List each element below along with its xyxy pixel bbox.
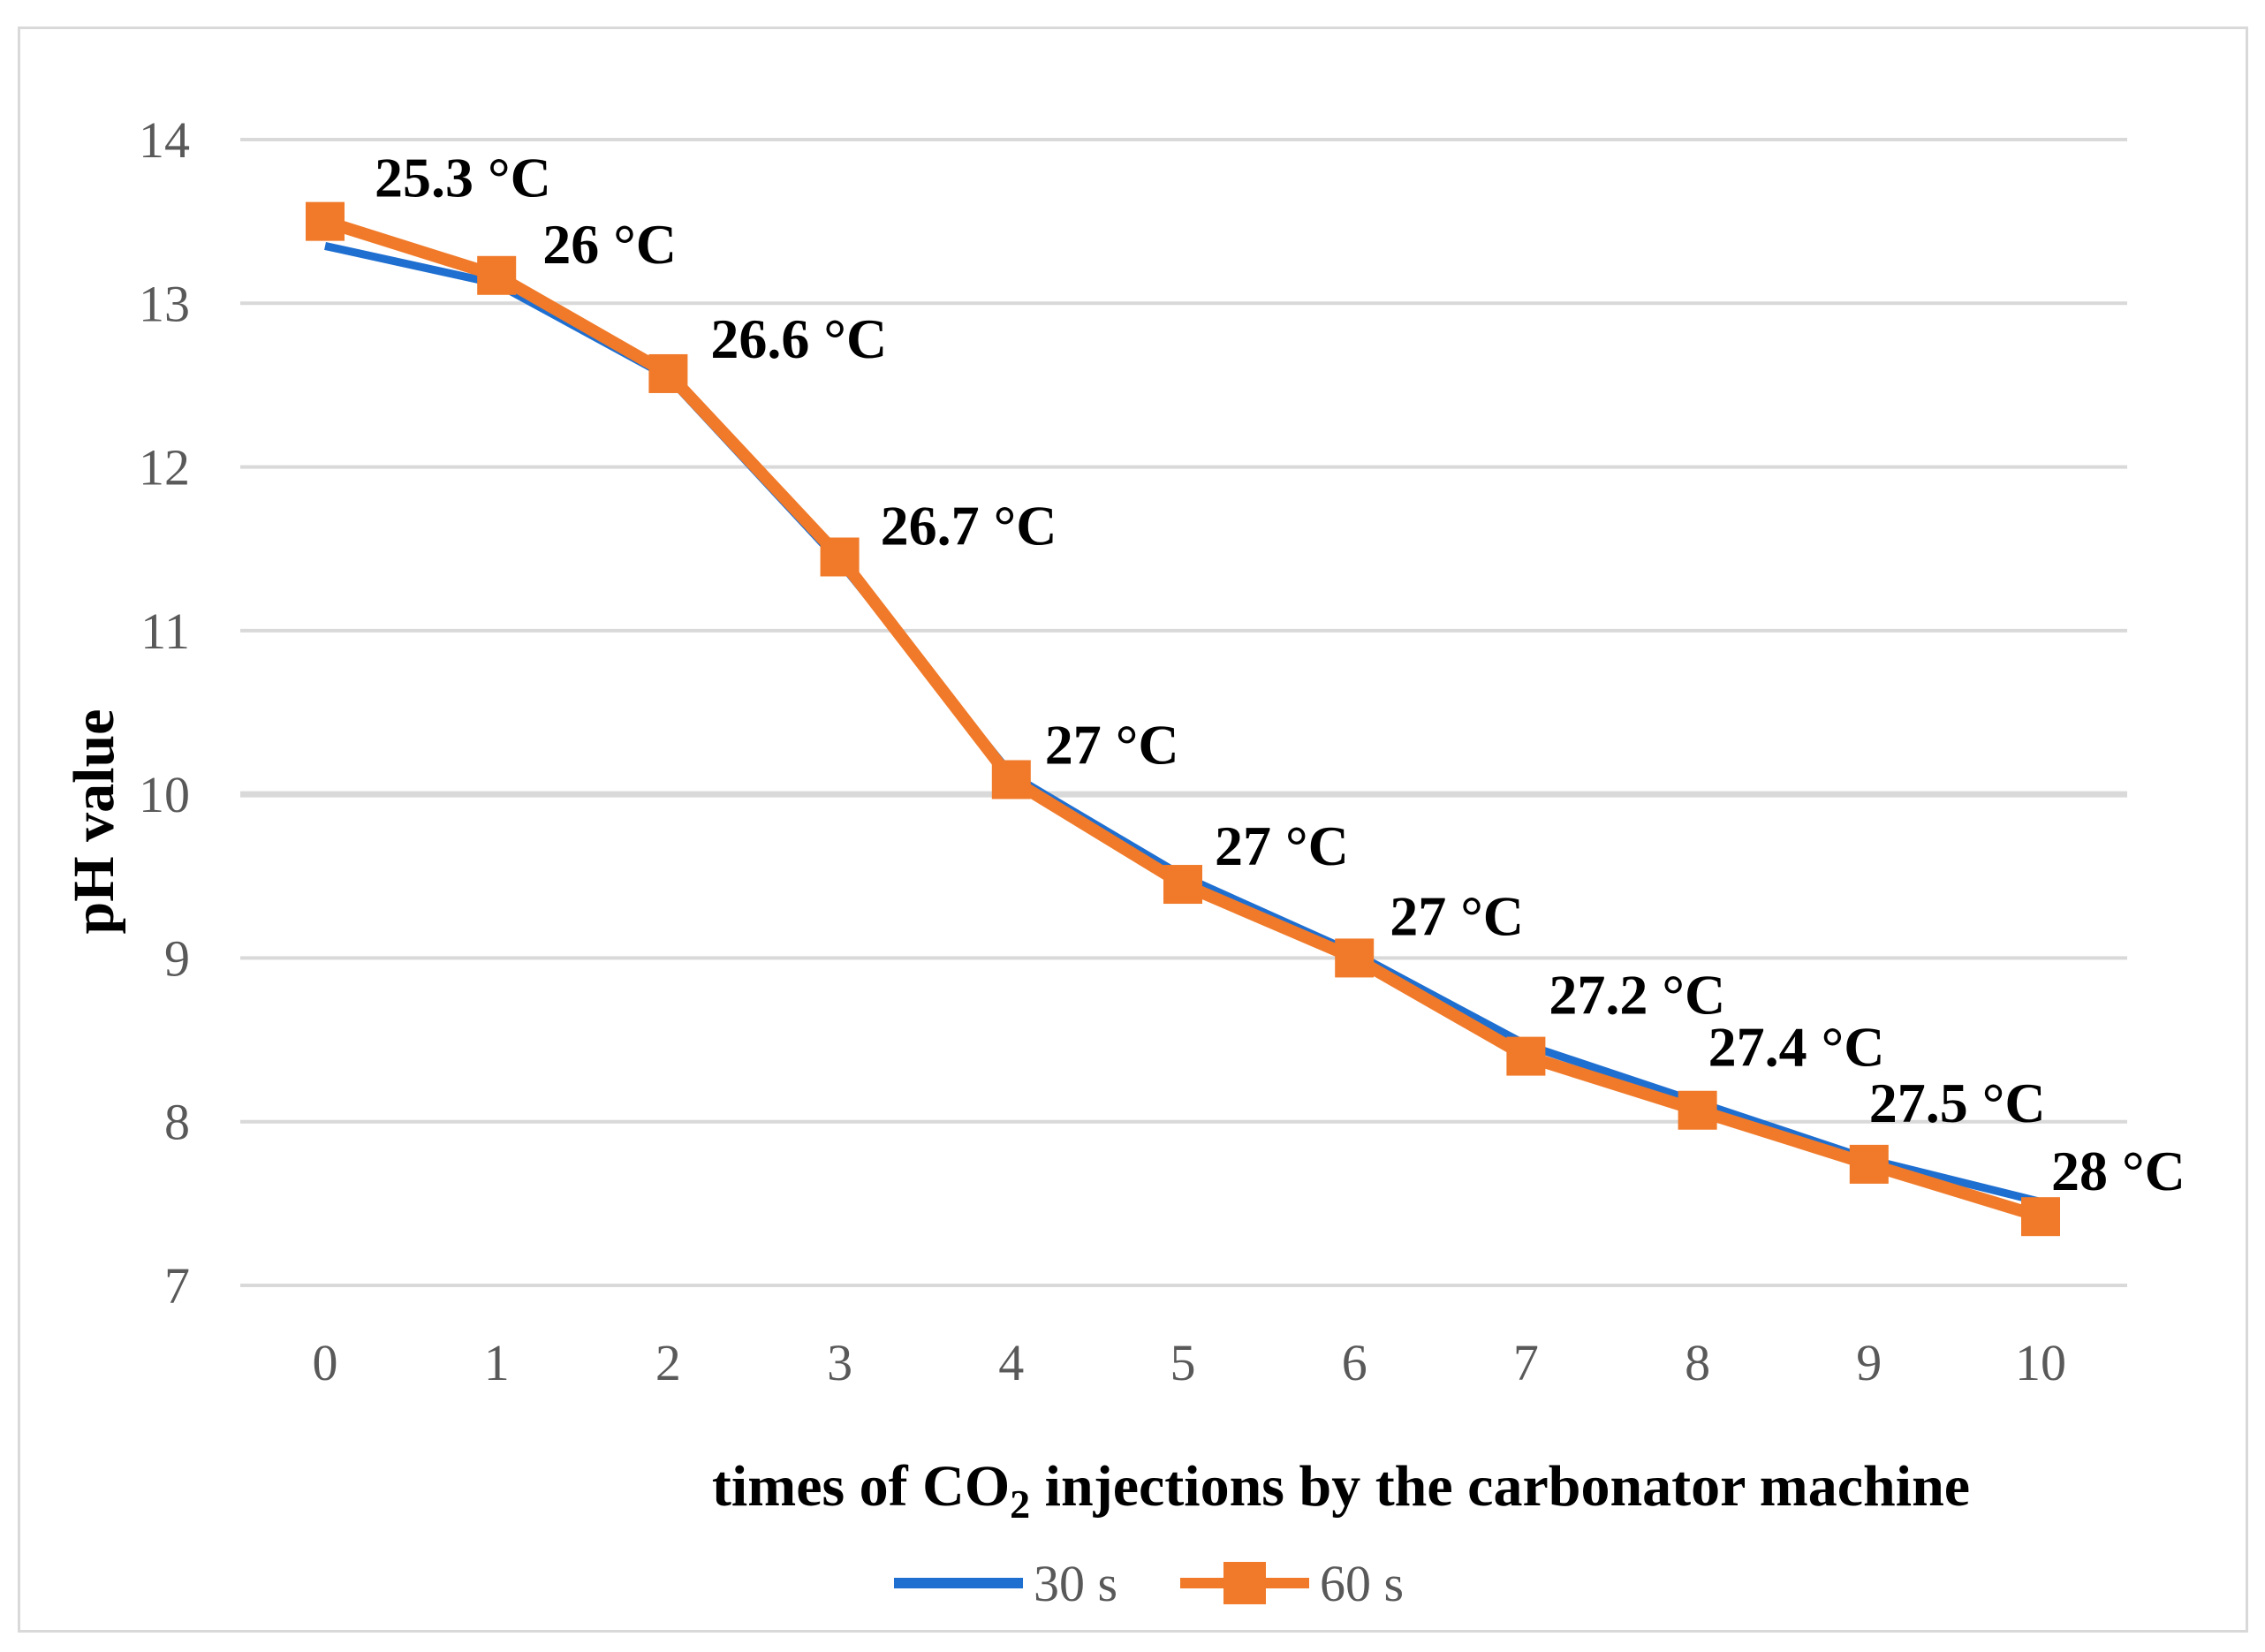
x-axis-title-prefix: times of CO — [712, 1454, 1010, 1519]
y-tick-label: 10 — [139, 766, 190, 823]
y-tick-label: 13 — [139, 275, 190, 332]
data-label: 26.6 °C — [710, 307, 887, 370]
gridlines — [240, 138, 2127, 1287]
x-tick-label: 4 — [998, 1334, 1024, 1391]
data-point-marker — [1163, 865, 1202, 905]
x-axis-title-suffix: injections by the carbonator machine — [1030, 1454, 1970, 1519]
data-label: 26.7 °C — [881, 494, 1057, 557]
data-point-marker — [477, 255, 517, 295]
x-tick-label: 3 — [827, 1334, 852, 1391]
data-point-marker — [1335, 938, 1375, 978]
data-point-marker — [648, 353, 688, 393]
data-label: 27 °C — [1390, 884, 1524, 947]
x-axis-title: times of CO2 injections by the carbonato… — [712, 1454, 1970, 1527]
legend-label-30s: 30 s — [1034, 1555, 1117, 1612]
data-label: 27 °C — [1215, 815, 1349, 877]
data-point-marker — [1678, 1090, 1717, 1130]
y-axis-title: pH value — [62, 709, 126, 935]
data-label: 27.5 °C — [1869, 1072, 2046, 1134]
series-markers — [306, 201, 2060, 1237]
data-point-marker — [1506, 1036, 1546, 1076]
legend: 30 s 60 s — [894, 1555, 1404, 1612]
data-point-marker — [820, 537, 860, 577]
x-tick-label: 1 — [484, 1334, 510, 1391]
data-label: 26 °C — [542, 213, 677, 276]
y-tick-label: 7 — [164, 1257, 190, 1315]
data-point-marker — [1849, 1144, 1889, 1184]
data-label: 27 °C — [1045, 713, 1179, 776]
x-tick-label: 5 — [1170, 1334, 1196, 1391]
x-tick-labels: 0 1 2 3 4 5 6 7 8 9 10 — [313, 1334, 2067, 1391]
x-tick-label: 9 — [1856, 1334, 1882, 1391]
x-tick-label: 6 — [1342, 1334, 1367, 1391]
y-tick-label: 8 — [164, 1094, 190, 1151]
y-tick-label: 14 — [139, 111, 190, 169]
legend-item-60s: 60 s — [1180, 1555, 1404, 1612]
x-axis-title-subscript: 2 — [1010, 1481, 1030, 1527]
legend-item-30s: 30 s — [894, 1555, 1117, 1612]
y-tick-label: 12 — [139, 439, 190, 496]
x-tick-label: 10 — [2015, 1334, 2066, 1391]
data-label: 25.3 °C — [375, 147, 551, 209]
chart-frame — [18, 27, 2248, 1633]
x-tick-label: 7 — [1513, 1334, 1539, 1391]
y-tick-label: 9 — [164, 929, 190, 987]
data-label: 27.4 °C — [1708, 1016, 1885, 1079]
y-tick-labels: 7 8 9 10 11 12 13 14 — [139, 111, 190, 1315]
data-point-marker — [991, 760, 1031, 799]
x-tick-label: 0 — [313, 1334, 338, 1391]
legend-label-60s: 60 s — [1320, 1555, 1404, 1612]
legend-marker-60s — [1223, 1562, 1266, 1604]
x-tick-label: 2 — [655, 1334, 681, 1391]
data-label: 28 °C — [2051, 1140, 2185, 1202]
x-tick-label: 8 — [1685, 1334, 1710, 1391]
data-labels: 25.3 °C26 °C 26.6 °C 26.7 °C 27 °C 27 °C 27 °… — [375, 147, 2185, 1203]
data-point-marker — [306, 201, 345, 241]
y-tick-label: 11 — [140, 602, 190, 660]
data-point-marker — [2021, 1197, 2060, 1237]
data-label: 27.2 °C — [1549, 964, 1725, 1027]
